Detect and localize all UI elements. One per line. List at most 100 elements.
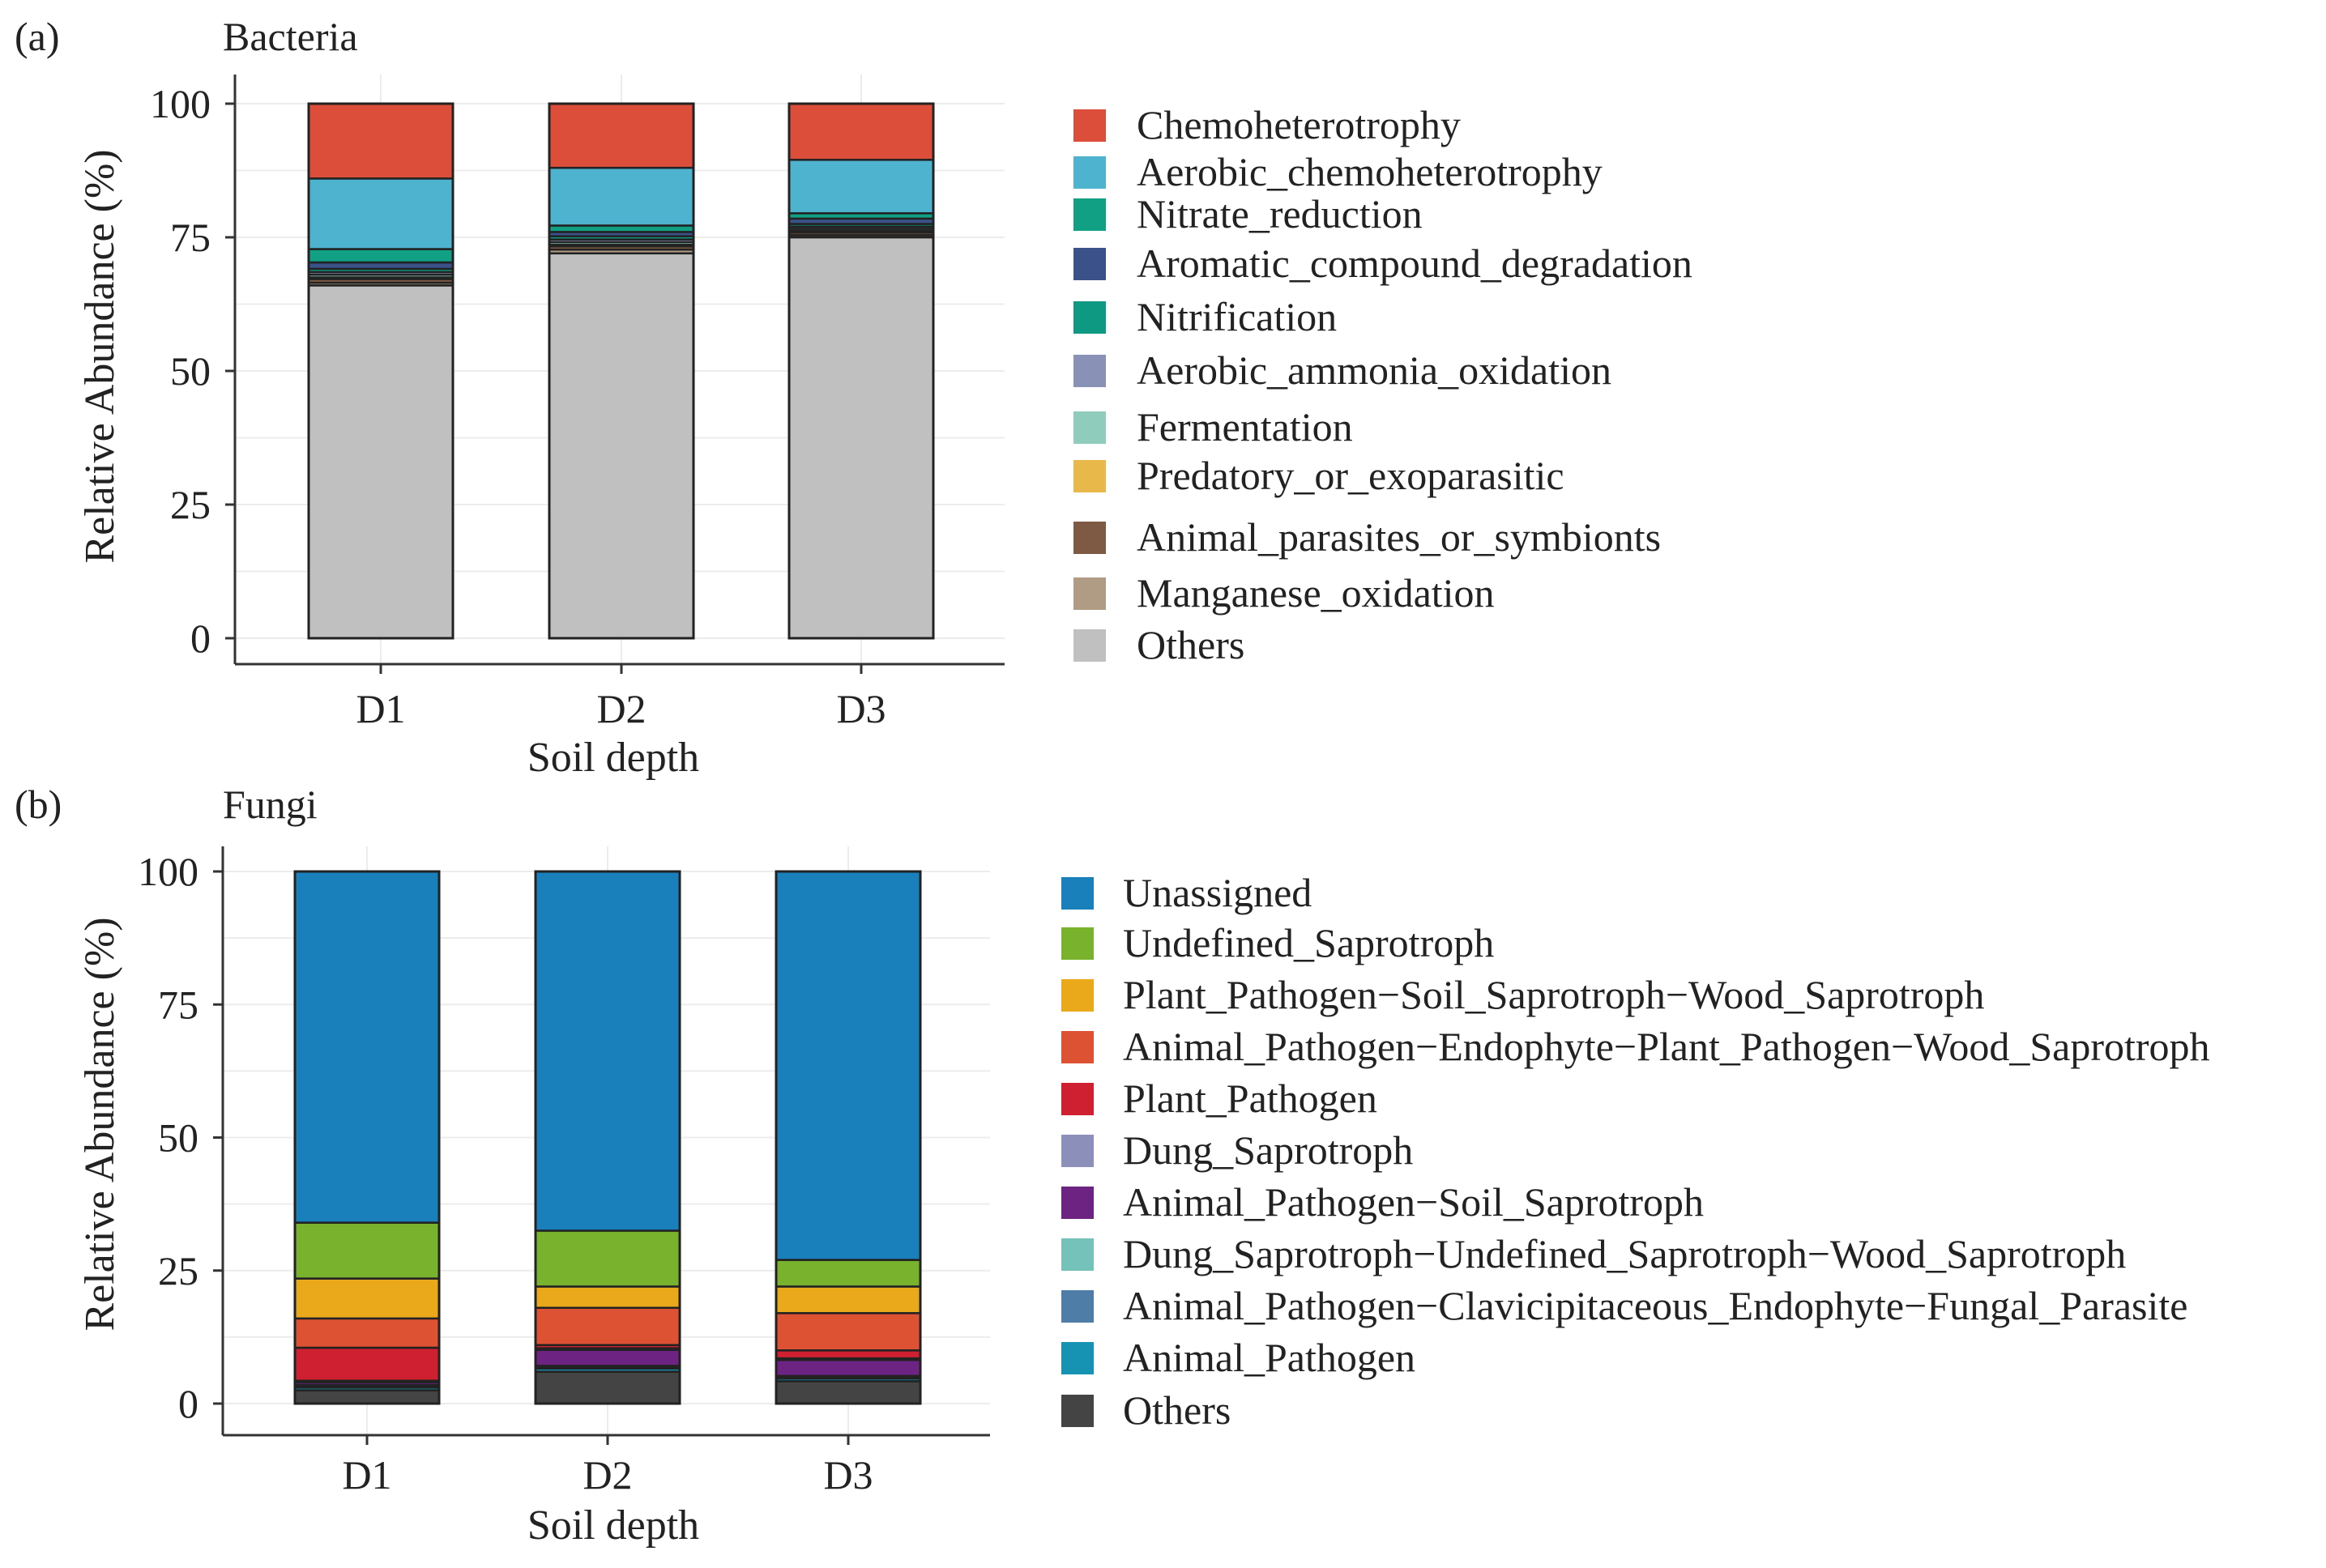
bar-segment-b-D2-unassigned bbox=[534, 870, 681, 1232]
bar-segment-a-D2-chemoheterotrophy bbox=[548, 102, 695, 169]
bar-segment-b-D3-animal-pathogen-endophyte-plant-pathogen-wood-saprotroph bbox=[775, 1312, 922, 1352]
x-axis-title-a: Soil depth bbox=[527, 735, 699, 781]
bar-segment-b-D3-plant-pathogen bbox=[775, 1349, 922, 1360]
legend-swatch-b-dung-saprotroph-undefined-saprotroph-wood-saprotroph bbox=[1061, 1238, 1094, 1271]
bar-outline-a-D2 bbox=[548, 102, 695, 640]
panel-label-a: (a) bbox=[15, 14, 60, 59]
legend-swatch-b-animal-pathogen bbox=[1061, 1342, 1094, 1374]
legend-swatch-a-manganese-oxidation bbox=[1073, 577, 1106, 610]
legend-label-a-chemoheterotrophy: Chemoheterotrophy bbox=[1137, 102, 1461, 147]
bar-segment-b-D1-unassigned bbox=[293, 870, 441, 1224]
bar-outline-b-D1 bbox=[293, 870, 441, 1405]
legend-b: Unassigned Undefined_Saprotroph Plant_Path… bbox=[1061, 870, 2210, 1433]
legend-swatch-a-others bbox=[1073, 629, 1106, 662]
legend-swatch-a-nitrate-reduction bbox=[1073, 198, 1106, 231]
legend-swatch-a-nitrification bbox=[1073, 301, 1106, 334]
legend-swatch-a-aromatic-compound-degradation bbox=[1073, 248, 1106, 280]
bar-segment-b-D2-others bbox=[534, 1370, 681, 1405]
bar-segment-a-D3-others bbox=[787, 236, 935, 640]
legend-label-b-animal-pathogen-endophyte-plant-pathogen-wood-saprotroph: Animal_Pathogen−Endophyte−Plant_Pathogen… bbox=[1123, 1024, 2210, 1069]
y-tick-label-b-75: 75 bbox=[158, 982, 198, 1027]
legend-label-a-predatory-or-exoparasitic: Predatory_or_exoparasitic bbox=[1137, 453, 1564, 498]
bar-segment-b-D1-others bbox=[293, 1389, 441, 1405]
legend-swatch-a-fermentation bbox=[1073, 411, 1106, 444]
legend-label-b-animal-pathogen: Animal_Pathogen bbox=[1123, 1335, 1415, 1380]
y-tick-label-b-25: 25 bbox=[158, 1248, 198, 1293]
y-axis-title-a: Relative Abundance (%) bbox=[77, 149, 123, 563]
bar-segment-a-D3-aerobic-chemoheterotrophy bbox=[787, 159, 935, 215]
legend-label-a-nitrification: Nitrification bbox=[1137, 294, 1337, 339]
legend-swatch-b-animal-pathogen-clavicipitaceous-endophyte-fungal-parasite bbox=[1061, 1290, 1094, 1323]
x-tick-label-b-D2: D2 bbox=[583, 1452, 632, 1498]
legend-label-a-manganese-oxidation: Manganese_oxidation bbox=[1137, 570, 1495, 616]
panel-title-a: Bacteria bbox=[223, 14, 358, 59]
bar-segment-a-D1-chemoheterotrophy bbox=[307, 102, 455, 180]
x-tick-label-a-D1: D1 bbox=[356, 686, 405, 731]
legend-swatch-a-animal-parasites-or-symbionts bbox=[1073, 522, 1106, 554]
legend-label-b-dung-saprotroph-undefined-saprotroph-wood-saprotroph: Dung_Saprotroph−Undefined_Saprotroph−Woo… bbox=[1123, 1231, 2126, 1276]
legend-label-a-aerobic-ammonia-oxidation: Aerobic_ammonia_oxidation bbox=[1137, 347, 1611, 393]
bar-segment-b-D2-plant-pathogen-soil-saprotroph-wood-saprotroph bbox=[534, 1285, 681, 1309]
legend-swatch-a-aerobic-ammonia-oxidation bbox=[1073, 355, 1106, 387]
y-axis-title-b: Relative Abundance (%) bbox=[77, 917, 123, 1331]
x-axis-title-b: Soil depth bbox=[527, 1502, 699, 1549]
bar-segment-b-D3-animal-pathogen-soil-saprotroph bbox=[775, 1358, 922, 1378]
y-tick-label-a-100: 100 bbox=[150, 81, 211, 126]
x-tick-label-a-D2: D2 bbox=[596, 686, 646, 731]
bar-segment-b-D1-plant-pathogen-soil-saprotroph-wood-saprotroph bbox=[293, 1277, 441, 1320]
y-tick-label-a-25: 25 bbox=[170, 482, 211, 527]
legend-swatch-b-plant-pathogen bbox=[1061, 1083, 1094, 1115]
legend-label-a-fermentation: Fermentation bbox=[1137, 404, 1353, 450]
bar-segment-b-D2-animal-pathogen-endophyte-plant-pathogen-wood-saprotroph bbox=[534, 1306, 681, 1346]
legend-label-a-others: Others bbox=[1137, 622, 1244, 667]
bar-segment-b-D3-unassigned bbox=[775, 870, 922, 1261]
x-tick-label-b-D1: D1 bbox=[342, 1452, 391, 1498]
legend-swatch-b-animal-pathogen-endophyte-plant-pathogen-wood-saprotroph bbox=[1061, 1031, 1094, 1063]
y-tick-label-a-50: 50 bbox=[170, 348, 211, 394]
legend-label-b-dung-saprotroph: Dung_Saprotroph bbox=[1123, 1127, 1413, 1173]
legend-label-b-undefined-saprotroph: Undefined_Saprotroph bbox=[1123, 920, 1494, 965]
legend-label-b-plant-pathogen-soil-saprotroph-wood-saprotroph: Plant_Pathogen−Soil_Saprotroph−Wood_Sapr… bbox=[1123, 972, 1984, 1017]
bar-segment-b-D2-animal-pathogen-soil-saprotroph bbox=[534, 1349, 681, 1367]
legend-label-a-aerobic-chemoheterotrophy: Aerobic_chemoheterotrophy bbox=[1137, 149, 1603, 194]
bar-segment-a-D2-others bbox=[548, 252, 695, 640]
bar-outline-b-D3 bbox=[775, 870, 922, 1405]
bar-segment-b-D1-animal-pathogen-endophyte-plant-pathogen-wood-saprotroph bbox=[293, 1317, 441, 1349]
legend-swatch-a-aerobic-chemoheterotrophy bbox=[1073, 156, 1106, 189]
y-tick-label-b-0: 0 bbox=[178, 1381, 198, 1426]
bar-outline-a-D3 bbox=[787, 102, 935, 640]
bar-segment-b-D3-plant-pathogen-soil-saprotroph-wood-saprotroph bbox=[775, 1285, 922, 1314]
y-tick-label-a-75: 75 bbox=[170, 215, 211, 260]
bar-segment-a-D2-aerobic-chemoheterotrophy bbox=[548, 166, 695, 227]
panel-title-b: Fungi bbox=[223, 782, 318, 827]
legend-swatch-a-chemoheterotrophy bbox=[1073, 109, 1106, 142]
legend-label-b-animal-pathogen-soil-saprotroph: Animal_Pathogen−Soil_Saprotroph bbox=[1123, 1179, 1704, 1225]
bar-outline-a-D1 bbox=[307, 102, 455, 640]
legend-label-a-aromatic-compound-degradation: Aromatic_compound_degradation bbox=[1137, 241, 1692, 286]
legend-swatch-b-undefined-saprotroph bbox=[1061, 927, 1094, 960]
legend-label-b-plant-pathogen: Plant_Pathogen bbox=[1123, 1076, 1377, 1121]
legend-a: ChemoheterotrophyAerobic_chemoheterotrop… bbox=[1073, 102, 1692, 667]
bar-outline-b-D2 bbox=[534, 870, 681, 1405]
x-tick-label-a-D3: D3 bbox=[836, 686, 886, 731]
legend-label-a-animal-parasites-or-symbionts: Animal_parasites_or_symbionts bbox=[1137, 514, 1661, 560]
legend-label-b-others: Others bbox=[1123, 1387, 1231, 1433]
bar-segment-b-D3-undefined-saprotroph bbox=[775, 1259, 922, 1288]
bars-a bbox=[307, 102, 935, 640]
legend-swatch-b-plant-pathogen-soil-saprotroph-wood-saprotroph bbox=[1061, 979, 1094, 1012]
axes-b: 0 25 50 75 100 D1 D2 D3 bbox=[138, 846, 990, 1498]
bar-segment-a-D1-aerobic-chemoheterotrophy bbox=[307, 177, 455, 250]
legend-swatch-b-dung-saprotroph bbox=[1061, 1135, 1094, 1167]
y-tick-label-a-0: 0 bbox=[190, 616, 211, 661]
bar-segment-b-D2-undefined-saprotroph bbox=[534, 1229, 681, 1288]
bar-segment-a-D1-others bbox=[307, 284, 455, 640]
legend-label-a-nitrate-reduction: Nitrate_reduction bbox=[1137, 191, 1423, 236]
legend-swatch-a-predatory-or-exoparasitic bbox=[1073, 460, 1106, 492]
panel-a-bacteria: (a) Bacteria Relative Abundance (%) Soil… bbox=[15, 14, 1692, 781]
legend-label-b-animal-pathogen-clavicipitaceous-endophyte-fungal-parasite: Animal_Pathogen−Clavicipitaceous_Endophy… bbox=[1123, 1283, 2187, 1328]
axes-a: 0 25 50 75 100 D1 D2 D3 bbox=[150, 75, 1005, 731]
bar-segment-a-D1-nitrate-reduction bbox=[307, 248, 455, 264]
legend-swatch-b-others bbox=[1061, 1395, 1094, 1427]
x-tick-label-b-D3: D3 bbox=[823, 1452, 873, 1498]
